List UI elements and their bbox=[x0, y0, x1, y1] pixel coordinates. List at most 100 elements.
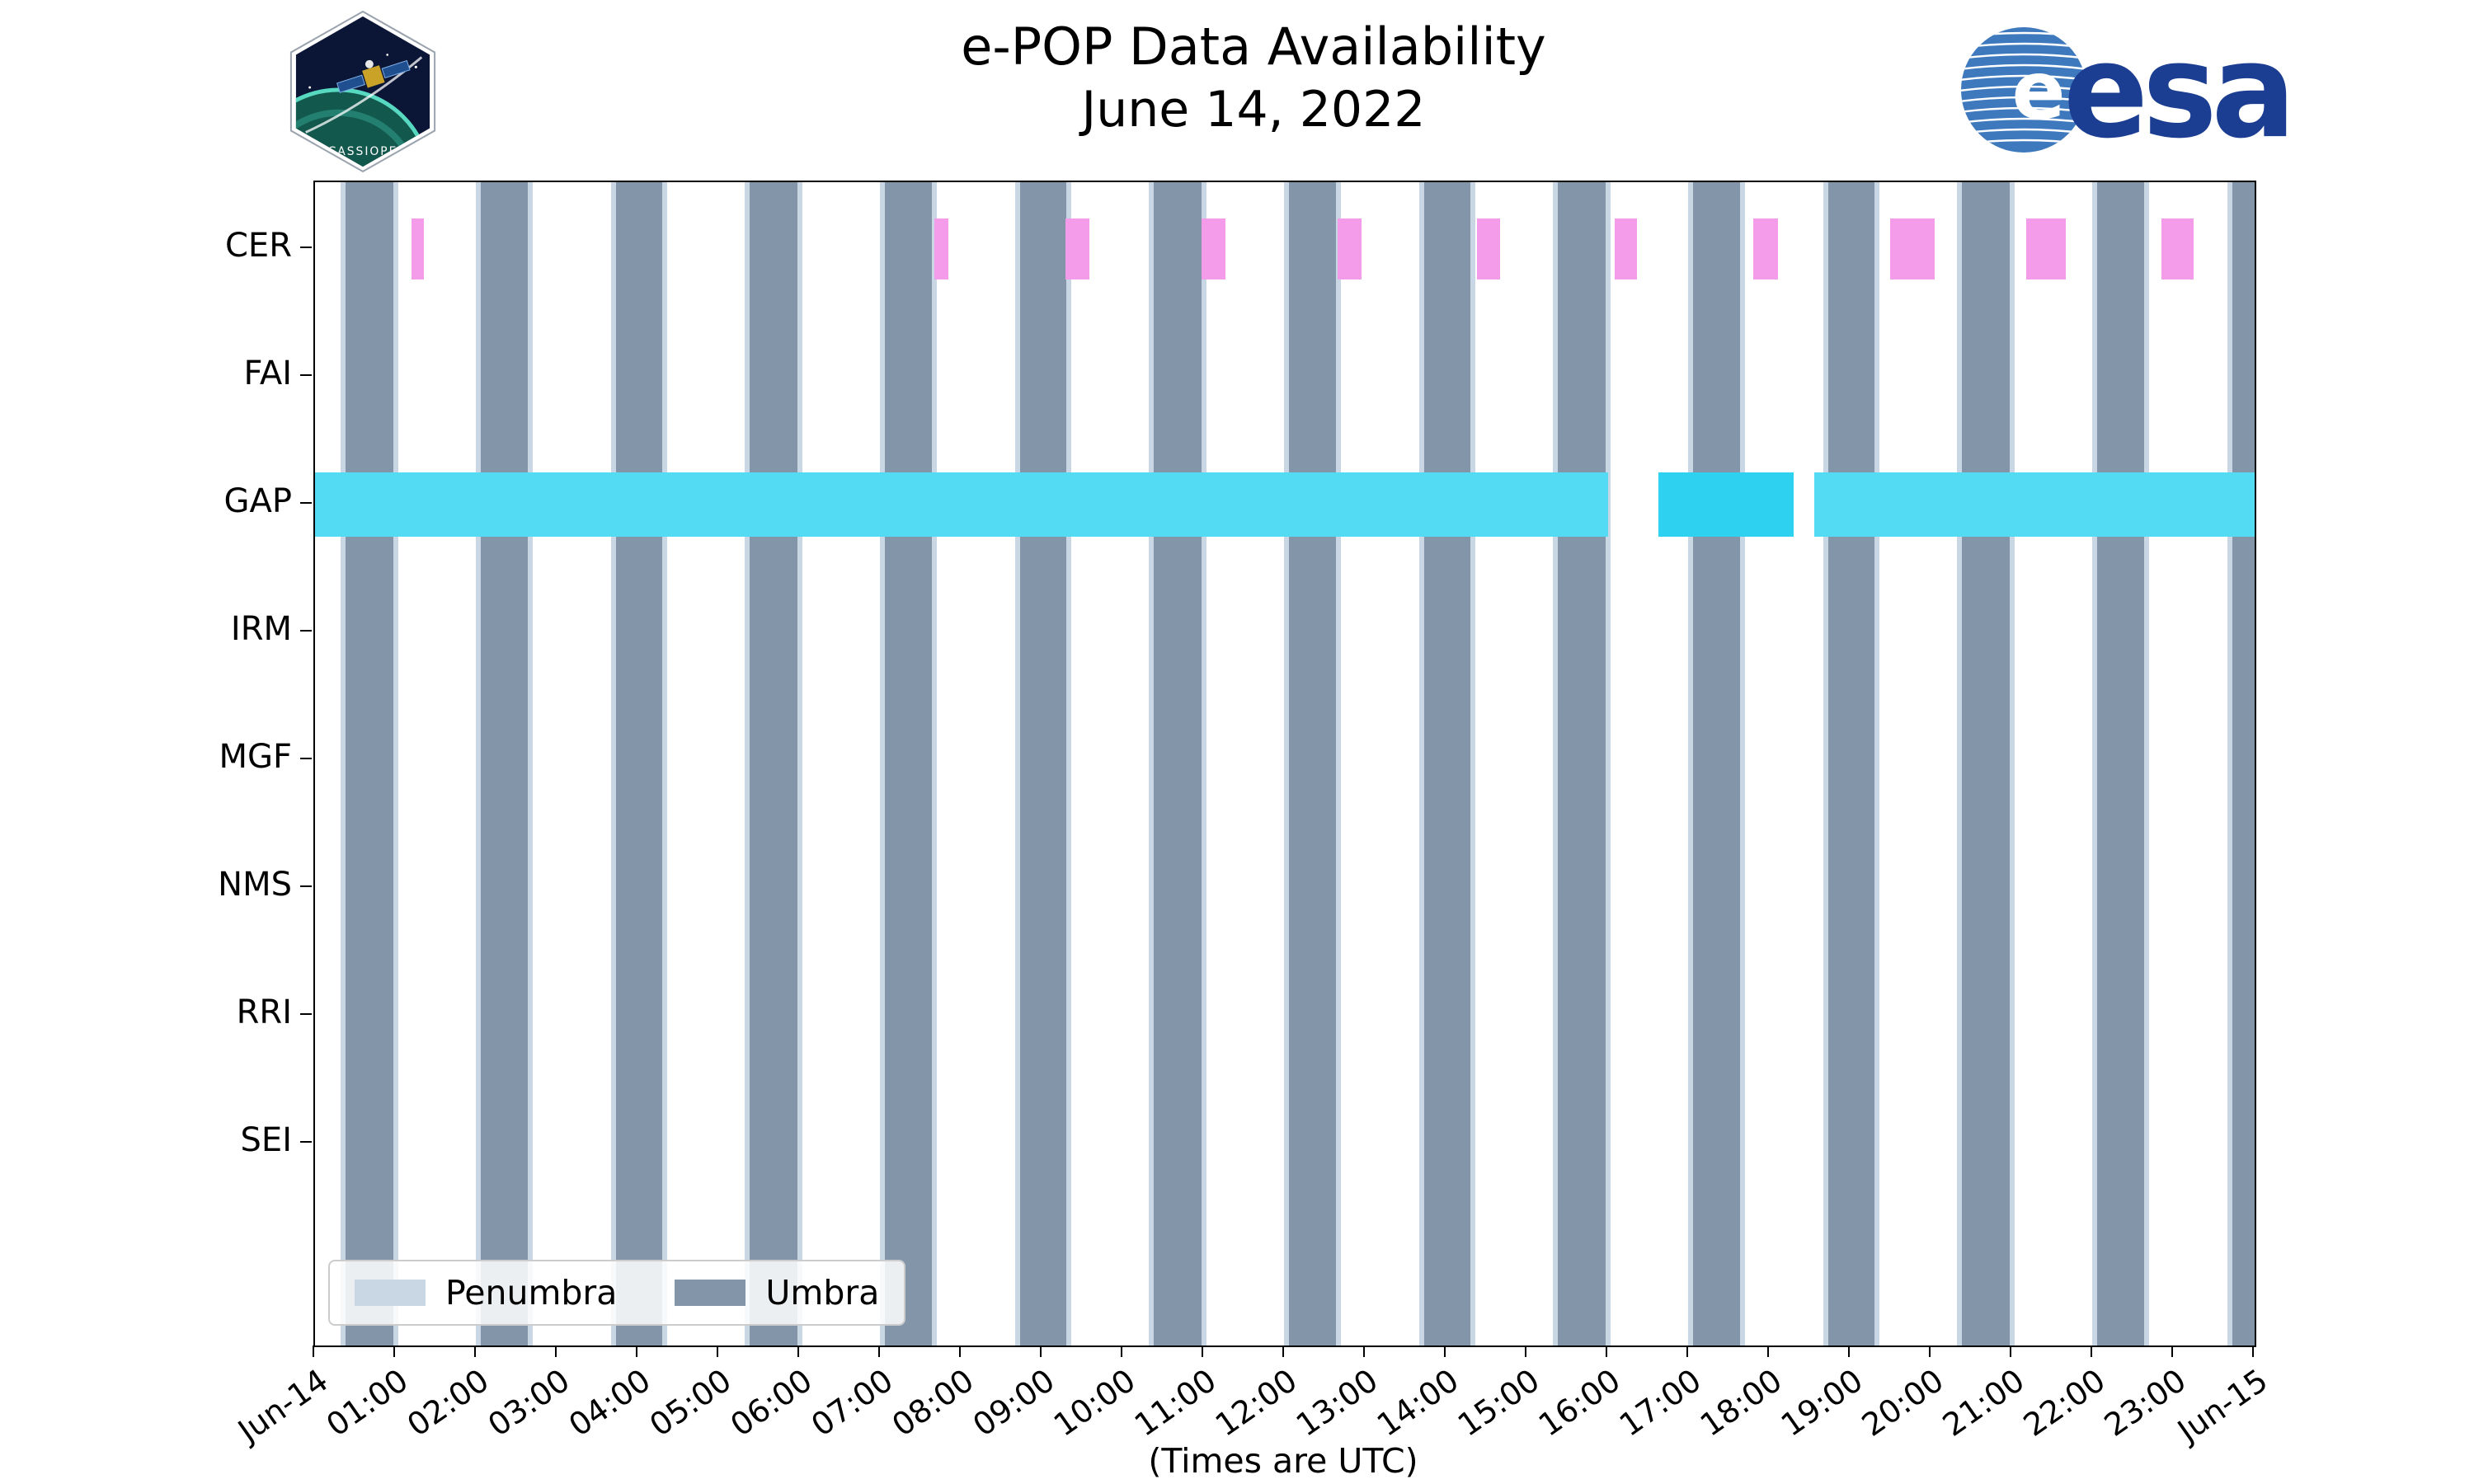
x-tick bbox=[1525, 1345, 1526, 1357]
chart-subtitle-date: June 14, 2022 bbox=[1081, 80, 1426, 139]
x-tick-label: 17:00 bbox=[1613, 1362, 1709, 1444]
y-tick bbox=[300, 1013, 312, 1015]
x-tick-label: 19:00 bbox=[1775, 1362, 1870, 1444]
cassiope-mission-patch: CASSIOPE bbox=[279, 10, 447, 173]
cassiope-patch-graphic: CASSIOPE bbox=[289, 10, 436, 173]
row-label-cer: CER bbox=[225, 227, 292, 265]
cer-availability-bar bbox=[1890, 218, 1935, 279]
y-tick bbox=[300, 885, 312, 887]
x-tick bbox=[1040, 1345, 1042, 1357]
x-tick-label: 13:00 bbox=[1290, 1362, 1385, 1444]
x-tick bbox=[2010, 1345, 2011, 1357]
umbra-bar bbox=[750, 182, 798, 1345]
x-tick-label: Jun-14 bbox=[231, 1362, 335, 1449]
row-label-nms: NMS bbox=[218, 866, 292, 904]
esa-globe-letter: e bbox=[2011, 45, 2065, 137]
x-tick bbox=[636, 1345, 637, 1357]
x-tick-label: 02:00 bbox=[401, 1362, 496, 1444]
x-tick-label: 11:00 bbox=[1128, 1362, 1224, 1444]
y-tick bbox=[300, 374, 312, 376]
row-label-rri: RRI bbox=[236, 993, 292, 1031]
chart-title: e-POP Data Availability bbox=[961, 16, 1546, 77]
cer-availability-bar bbox=[411, 218, 425, 279]
cer-availability-bar bbox=[1477, 218, 1500, 279]
y-tick bbox=[300, 1141, 312, 1143]
gap-availability-bar bbox=[1813, 472, 2255, 537]
cer-availability-bar bbox=[2025, 218, 2066, 279]
umbra-bar bbox=[615, 182, 663, 1345]
umbra-swatch bbox=[675, 1280, 746, 1306]
x-tick bbox=[1686, 1345, 1688, 1357]
x-tick-label: 14:00 bbox=[1371, 1362, 1466, 1444]
x-tick bbox=[1202, 1345, 1203, 1357]
umbra-bar bbox=[1558, 182, 1606, 1345]
x-tick-label: 20:00 bbox=[1856, 1362, 1951, 1444]
x-tick-label: 07:00 bbox=[805, 1362, 901, 1444]
x-tick bbox=[2171, 1345, 2173, 1357]
gap-availability-bar bbox=[1658, 472, 1794, 537]
umbra-bar bbox=[1154, 182, 1202, 1345]
x-tick bbox=[1282, 1345, 1284, 1357]
x-tick bbox=[313, 1345, 314, 1357]
umbra-bar bbox=[1692, 182, 1740, 1345]
cer-availability-bar bbox=[2161, 218, 2194, 279]
esa-globe-icon: e bbox=[1961, 26, 2086, 153]
esa-wordmark: esa bbox=[2063, 14, 2296, 167]
umbra-bar bbox=[1019, 182, 1067, 1345]
x-tick bbox=[1848, 1345, 1850, 1357]
x-tick-label: 04:00 bbox=[562, 1362, 658, 1444]
umbra-bar bbox=[1423, 182, 1471, 1345]
x-tick bbox=[2091, 1345, 2092, 1357]
x-tick-label: Jun-15 bbox=[2171, 1362, 2274, 1449]
x-tick bbox=[717, 1345, 718, 1357]
x-tick-label: 15:00 bbox=[1451, 1362, 1547, 1444]
x-tick bbox=[474, 1345, 476, 1357]
x-tick-label: 09:00 bbox=[967, 1362, 1062, 1444]
umbra-bar bbox=[1827, 182, 1875, 1345]
row-label-irm: IRM bbox=[230, 610, 292, 648]
x-tick-label: 18:00 bbox=[1694, 1362, 1790, 1444]
x-tick-label: 01:00 bbox=[320, 1362, 416, 1444]
x-tick-label: 16:00 bbox=[1532, 1362, 1628, 1444]
x-tick bbox=[1767, 1345, 1769, 1357]
umbra-bar bbox=[1962, 182, 2011, 1345]
x-tick bbox=[555, 1345, 557, 1357]
x-tick bbox=[2252, 1345, 2254, 1357]
cer-availability-bar bbox=[934, 218, 949, 279]
umbra-bar bbox=[480, 182, 528, 1345]
x-tick bbox=[1363, 1345, 1365, 1357]
umbra-bar bbox=[2232, 182, 2255, 1345]
x-tick bbox=[878, 1345, 880, 1357]
y-tick bbox=[300, 247, 312, 248]
x-tick-label: 06:00 bbox=[724, 1362, 820, 1444]
x-tick-label: 23:00 bbox=[2098, 1362, 2194, 1444]
x-tick bbox=[959, 1345, 961, 1357]
cer-availability-bar bbox=[1202, 218, 1226, 279]
row-label-gap: GAP bbox=[223, 482, 292, 520]
x-tick bbox=[1121, 1345, 1122, 1357]
umbra-bar bbox=[1288, 182, 1336, 1345]
cer-availability-bar bbox=[1337, 218, 1362, 279]
x-tick bbox=[797, 1345, 799, 1357]
umbra-label: Umbra bbox=[765, 1273, 880, 1313]
cer-availability-bar bbox=[1753, 218, 1778, 279]
x-tick bbox=[1606, 1345, 1607, 1357]
x-tick bbox=[393, 1345, 395, 1357]
y-tick bbox=[300, 758, 312, 759]
penumbra-swatch bbox=[355, 1280, 426, 1306]
x-tick-label: 22:00 bbox=[2017, 1362, 2113, 1444]
cer-availability-bar bbox=[1065, 218, 1089, 279]
x-tick-label: 12:00 bbox=[1209, 1362, 1305, 1444]
patch-cassiope-text: CASSIOPE bbox=[328, 145, 398, 158]
x-tick bbox=[1444, 1345, 1446, 1357]
x-tick-label: 05:00 bbox=[643, 1362, 739, 1444]
row-label-sei: SEI bbox=[240, 1121, 292, 1159]
plot-area bbox=[313, 181, 2256, 1347]
x-tick-label: 10:00 bbox=[1047, 1362, 1143, 1444]
gap-availability-bar bbox=[315, 472, 1608, 537]
umbra-bar bbox=[346, 182, 394, 1345]
penumbra-label: Penumbra bbox=[445, 1273, 618, 1313]
legend: Penumbra Umbra bbox=[328, 1260, 906, 1326]
row-label-mgf: MGF bbox=[219, 738, 292, 776]
umbra-bar bbox=[884, 182, 932, 1345]
